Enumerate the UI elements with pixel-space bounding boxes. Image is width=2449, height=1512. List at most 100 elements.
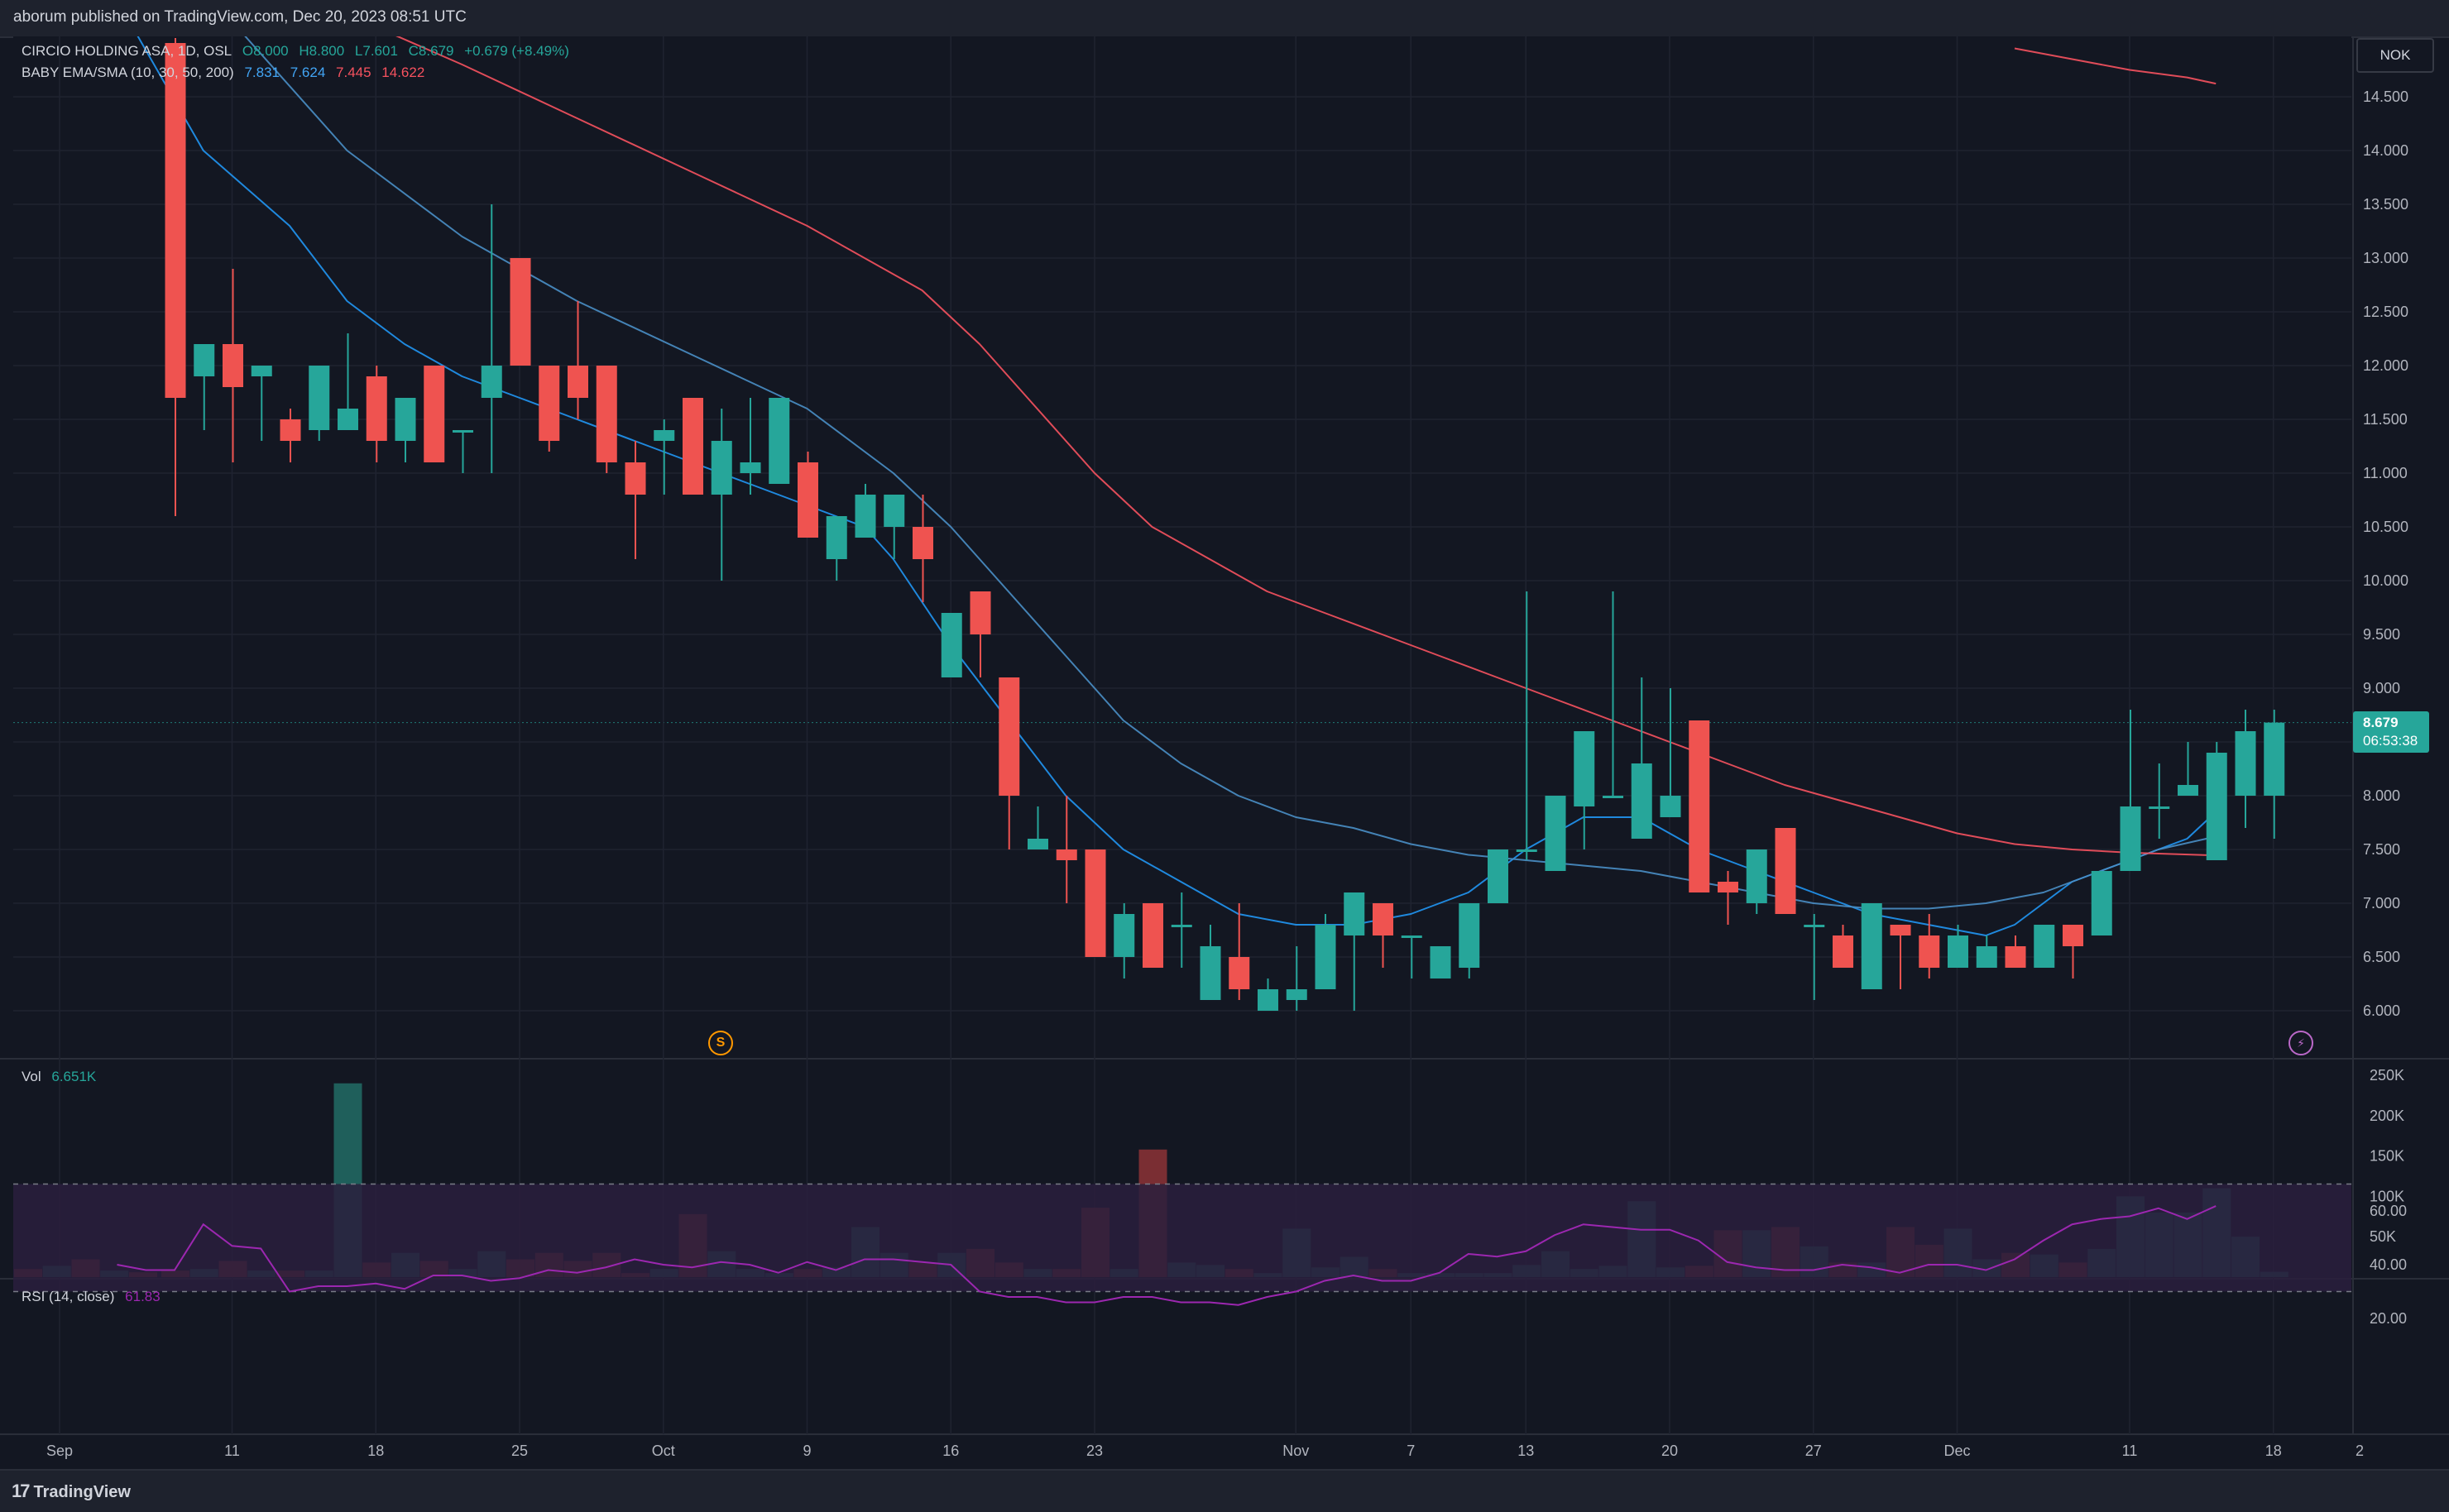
volume-tick-label: 200K bbox=[2370, 1108, 2404, 1124]
candle-body bbox=[798, 462, 818, 538]
price-tick-label: 14.000 bbox=[2363, 142, 2408, 159]
price-tick-label: 13.500 bbox=[2363, 196, 2408, 213]
price-tick-label: 6.000 bbox=[2363, 1002, 2400, 1019]
vol-label[interactable]: Vol bbox=[22, 1069, 41, 1084]
candle-body bbox=[1689, 720, 1710, 892]
symbol-legend: CIRCIO HOLDING ASA, 1D, OSL O8.000 H8.80… bbox=[22, 43, 576, 60]
candle-body bbox=[2120, 806, 2141, 871]
split-marker-icon[interactable]: S bbox=[708, 1031, 733, 1055]
time-tick-label: Nov bbox=[1282, 1443, 1309, 1459]
tv-logo-icon: 17 bbox=[12, 1481, 31, 1501]
price-tick-label: 10.000 bbox=[2363, 572, 2408, 589]
candle-body bbox=[913, 527, 933, 559]
volume-tick-label: 250K bbox=[2370, 1067, 2404, 1084]
price-tick-label: 12.500 bbox=[2363, 304, 2408, 320]
candle-body bbox=[1516, 849, 1537, 852]
candle-body bbox=[481, 366, 502, 398]
currency-button[interactable]: NOK bbox=[2356, 38, 2434, 73]
lightning-event-icon[interactable]: ⚡ bbox=[2288, 1031, 2313, 1055]
brand-name: TradingView bbox=[33, 1483, 131, 1501]
indicator-name[interactable]: BABY EMA/SMA (10, 30, 50, 200) bbox=[22, 65, 234, 80]
candle-body bbox=[2264, 722, 2285, 796]
rsi-tick-label: 40.00 bbox=[2370, 1256, 2407, 1273]
candle-body bbox=[1574, 731, 1595, 806]
time-tick-label: Oct bbox=[652, 1443, 675, 1459]
time-tick-label: 25 bbox=[511, 1443, 528, 1459]
time-tick-label: 7 bbox=[1407, 1443, 1415, 1459]
candle-body bbox=[855, 495, 876, 538]
candle-body bbox=[654, 430, 675, 441]
candle-body bbox=[1603, 796, 1623, 798]
rsi-tick-label: 20.00 bbox=[2370, 1310, 2407, 1327]
axes: 6.0006.5007.0007.5008.0008.5009.0009.500… bbox=[46, 89, 2408, 1459]
publish-line: aborum published on TradingView.com, Dec… bbox=[13, 8, 467, 26]
last-price: 8.679 bbox=[2363, 715, 2399, 730]
candle-body bbox=[1718, 882, 1738, 892]
candle-body bbox=[1861, 903, 1882, 989]
price-tick-label: 13.000 bbox=[2363, 250, 2408, 266]
price-tick-label: 14.500 bbox=[2363, 89, 2408, 105]
indicator-legend: BABY EMA/SMA (10, 30, 50, 200) 7.831 7.6… bbox=[22, 65, 431, 81]
time-tick-label: 9 bbox=[803, 1443, 811, 1459]
candle-body bbox=[309, 366, 330, 430]
candle-body bbox=[2005, 946, 2026, 968]
bar-countdown: 06:53:38 bbox=[2363, 733, 2418, 749]
candle-body bbox=[1315, 925, 1336, 989]
candle-body bbox=[366, 376, 387, 441]
candle-body bbox=[1833, 935, 1853, 968]
price-tick-label: 11.000 bbox=[2363, 465, 2408, 481]
candle-body bbox=[1171, 925, 1192, 927]
price-tick-label: 9.000 bbox=[2363, 680, 2400, 696]
tradingview-logo[interactable]: 17 TradingView bbox=[12, 1481, 131, 1502]
volume-tick-label: 100K bbox=[2370, 1188, 2404, 1204]
volume-tick-label: 150K bbox=[2370, 1148, 2404, 1165]
candle-body bbox=[884, 495, 905, 527]
candle-body bbox=[223, 344, 243, 387]
candle-body bbox=[1948, 935, 1968, 968]
candle-body bbox=[2149, 806, 2170, 809]
candle-body bbox=[1775, 828, 1796, 914]
candle-body bbox=[1056, 849, 1077, 860]
candle-body bbox=[1545, 796, 1566, 871]
candle-body bbox=[539, 366, 560, 441]
candle-body bbox=[2178, 785, 2198, 796]
grid-lines bbox=[0, 36, 2449, 1435]
tradingview-footer: 17 TradingView bbox=[0, 1469, 2449, 1512]
candle-body bbox=[2206, 753, 2227, 860]
price-pane-bg bbox=[13, 36, 2351, 1059]
candle-body bbox=[2091, 871, 2112, 935]
ma4-value: 14.622 bbox=[381, 65, 425, 80]
symbol-name[interactable]: CIRCIO HOLDING ASA, 1D, OSL bbox=[22, 43, 232, 59]
chart-canvas[interactable]: 6.0006.5007.0007.5008.0008.5009.0009.500… bbox=[0, 36, 2449, 1469]
price-tick-label: 6.500 bbox=[2363, 949, 2400, 965]
candle-body bbox=[1229, 957, 1250, 989]
candle-body bbox=[165, 43, 186, 398]
rsi-label[interactable]: RSI (14, close) bbox=[22, 1289, 115, 1304]
candle-body bbox=[769, 398, 790, 484]
ma-line bbox=[137, 36, 2217, 936]
time-tick-label: 20 bbox=[1661, 1443, 1678, 1459]
candle-body bbox=[1488, 849, 1508, 903]
candle-body bbox=[251, 366, 272, 376]
candles bbox=[165, 38, 2285, 1011]
candle-body bbox=[625, 462, 646, 495]
open-value: O8.000 bbox=[242, 43, 289, 59]
candle-body bbox=[568, 366, 588, 398]
low-value: L7.601 bbox=[354, 43, 398, 59]
time-tick-label: Sep bbox=[46, 1443, 73, 1459]
candle-body bbox=[941, 613, 962, 677]
rsi-pane bbox=[13, 1183, 2351, 1306]
candle-body bbox=[1258, 989, 1278, 1011]
candle-body bbox=[1430, 946, 1451, 978]
candle-body bbox=[970, 591, 991, 634]
candle-body bbox=[1085, 849, 1106, 957]
candle-body bbox=[1890, 925, 1911, 935]
candle-body bbox=[2063, 925, 2083, 946]
candle-body bbox=[395, 398, 416, 441]
price-tick-label: 12.000 bbox=[2363, 357, 2408, 374]
candle-body bbox=[1028, 839, 1048, 849]
change-value: +0.679 (+8.49%) bbox=[464, 43, 569, 59]
time-tick-label: 13 bbox=[1517, 1443, 1534, 1459]
candle-body bbox=[194, 344, 215, 376]
time-tick-label: 18 bbox=[367, 1443, 384, 1459]
